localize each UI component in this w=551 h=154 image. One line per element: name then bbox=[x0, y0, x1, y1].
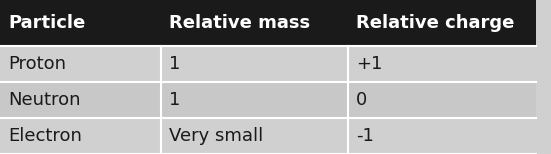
Bar bbox=[0, 46, 161, 82]
Bar bbox=[348, 46, 536, 82]
Bar bbox=[0, 118, 161, 154]
Bar bbox=[348, 0, 536, 46]
Text: +1: +1 bbox=[356, 55, 382, 73]
Text: Very small: Very small bbox=[169, 127, 263, 145]
Bar bbox=[161, 118, 348, 154]
Bar bbox=[161, 82, 348, 118]
Text: Proton: Proton bbox=[8, 55, 66, 73]
Text: 1: 1 bbox=[169, 55, 180, 73]
Text: Particle: Particle bbox=[8, 14, 85, 32]
Bar bbox=[0, 0, 161, 46]
Text: -1: -1 bbox=[356, 127, 374, 145]
Bar bbox=[161, 46, 348, 82]
Text: Relative mass: Relative mass bbox=[169, 14, 310, 32]
Text: Electron: Electron bbox=[8, 127, 82, 145]
Bar bbox=[0, 82, 161, 118]
Text: Relative charge: Relative charge bbox=[356, 14, 515, 32]
Bar bbox=[161, 0, 348, 46]
Bar bbox=[348, 118, 536, 154]
Text: 0: 0 bbox=[356, 91, 368, 109]
Bar bbox=[348, 82, 536, 118]
Text: 1: 1 bbox=[169, 91, 180, 109]
Text: Neutron: Neutron bbox=[8, 91, 80, 109]
